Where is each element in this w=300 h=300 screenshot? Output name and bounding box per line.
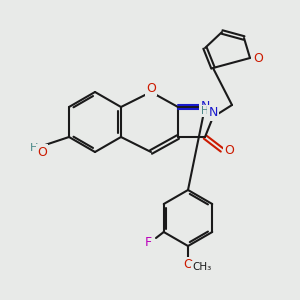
- Text: F: F: [144, 236, 152, 250]
- Text: O: O: [224, 143, 234, 157]
- Text: O: O: [146, 82, 156, 94]
- Text: O: O: [37, 146, 47, 158]
- Text: H: H: [30, 143, 38, 153]
- Text: O: O: [253, 52, 263, 64]
- Text: CH₃: CH₃: [192, 262, 212, 272]
- Text: O: O: [183, 259, 193, 272]
- Text: N: N: [200, 100, 210, 113]
- Text: H: H: [201, 106, 209, 116]
- Text: N: N: [208, 106, 218, 119]
